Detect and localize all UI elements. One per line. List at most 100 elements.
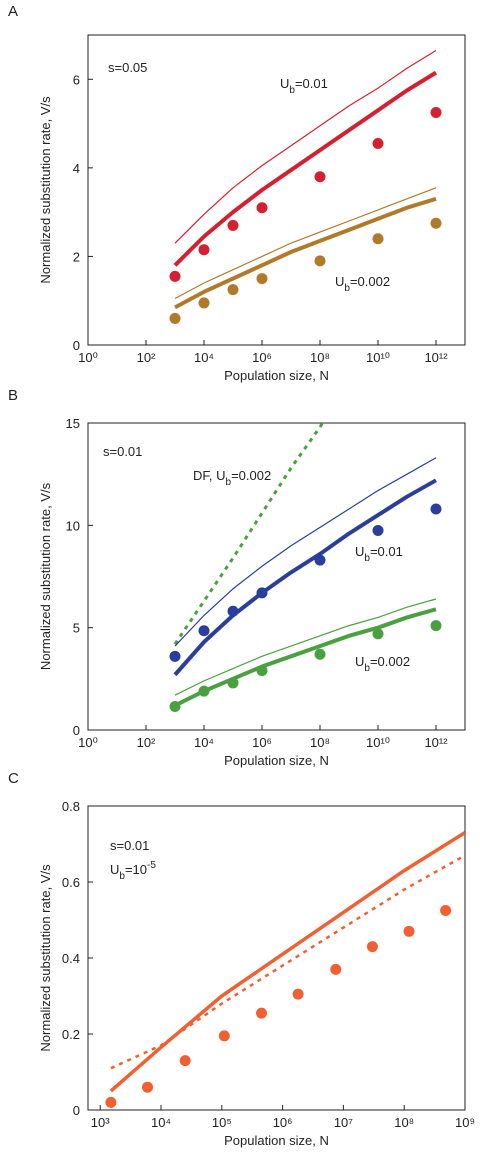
annotation: Ub=0.01: [280, 76, 328, 96]
x-tick-label: 10⁴: [194, 735, 214, 750]
x-tick-label: 10⁵: [212, 1115, 232, 1130]
x-axis-label: Population size, N: [224, 1133, 329, 1148]
annotation-part: s=0.01: [103, 444, 142, 459]
curve: [110, 854, 465, 1070]
x-tick-label: 10⁶: [273, 1115, 293, 1130]
data-point: [218, 1030, 230, 1042]
x-tick-label: 10⁸: [310, 350, 330, 365]
curve: [174, 598, 437, 696]
curve: [174, 607, 437, 708]
y-tick-label: 10: [66, 518, 80, 533]
curve: [174, 187, 437, 300]
data-point: [198, 685, 210, 697]
curve: [174, 457, 437, 647]
x-tick-label: 10⁶: [252, 735, 272, 750]
y-tick-label: 0: [73, 723, 80, 738]
y-axis-label: Normalized substitution rate, V/s: [38, 482, 53, 670]
x-tick-label: 10³: [91, 1115, 110, 1130]
curve: [173, 478, 437, 677]
x-tick-label: 10²: [137, 735, 156, 750]
annotation-part: =10: [125, 862, 147, 877]
x-tick-label: 10⁴: [194, 350, 214, 365]
curve: [173, 70, 438, 267]
annotation: Ub=10-5: [110, 860, 156, 882]
annotation-part: s=0.01: [110, 838, 149, 853]
y-tick-label: 0.2: [62, 1027, 80, 1042]
annotation: Ub=0.002: [335, 274, 390, 294]
data-point: [227, 677, 239, 689]
annotation: s=0.01: [103, 444, 142, 459]
annotation-part: b: [289, 85, 295, 96]
x-tick-label: 10⁴: [151, 1115, 171, 1130]
annotation-part: b: [364, 553, 370, 564]
data-point: [142, 1081, 154, 1093]
annotation: s=0.01: [110, 838, 149, 853]
annotation-part: =0.01: [370, 544, 403, 559]
x-tick-label: 10¹⁰: [366, 350, 390, 365]
y-tick-label: 0: [73, 1103, 80, 1118]
plot-area: [105, 831, 465, 1108]
y-axis-label: Normalized substitution rate, V/s: [38, 864, 53, 1052]
data-point: [198, 297, 210, 309]
annotation-part: b: [364, 663, 370, 674]
annotation-part: s=0.05: [108, 60, 147, 75]
annotation: Ub=0.002: [355, 654, 410, 674]
annotation-part: U: [355, 654, 364, 669]
data-point: [169, 700, 181, 712]
data-point: [198, 244, 210, 256]
data-point: [256, 587, 268, 599]
x-tick-label: 10²: [137, 350, 156, 365]
annotation-part: =0.002: [350, 274, 390, 289]
data-point: [430, 107, 442, 118]
plot-frame: [87, 34, 466, 346]
data-point: [314, 171, 326, 183]
annotation-part: =0.002: [231, 468, 271, 483]
data-point: [169, 312, 181, 324]
data-point: [372, 138, 384, 149]
data-point: [256, 665, 268, 677]
data-point: [256, 1007, 268, 1019]
x-tick-label: 10¹²: [424, 350, 448, 365]
curve: [173, 423, 325, 645]
x-tick-label: 10⁶: [252, 350, 272, 365]
annotation-part: b: [226, 477, 232, 488]
x-tick-label: 10¹²: [424, 735, 448, 750]
x-axis-label: Population size, N: [224, 368, 329, 383]
data-point: [372, 233, 384, 245]
data-point: [372, 628, 384, 640]
data-point: [105, 1096, 117, 1108]
panel-label: B: [8, 387, 18, 404]
data-point: [372, 524, 384, 536]
data-point: [169, 650, 181, 662]
y-tick-label: 5: [73, 621, 80, 636]
data-point: [256, 202, 268, 214]
x-tick-label: 10⁰: [78, 735, 98, 750]
data-point: [314, 255, 326, 267]
data-point: [314, 554, 326, 566]
y-tick-label: 0.6: [62, 875, 80, 890]
x-axis-label: Population size, N: [224, 753, 329, 768]
data-point: [314, 648, 326, 660]
x-tick-label: 10⁹: [455, 1115, 475, 1130]
y-tick-label: 4: [73, 161, 80, 176]
annotation-part: U: [355, 544, 364, 559]
annotation-part: -5: [147, 860, 156, 871]
annotation: Ub=0.01: [355, 544, 403, 564]
x-tick-label: 10⁸: [310, 735, 330, 750]
annotation-part: U: [110, 862, 119, 877]
data-point: [292, 988, 304, 1000]
data-point: [430, 503, 442, 515]
annotation-part: U: [280, 76, 289, 91]
data-point: [179, 1055, 191, 1067]
annotation-part: b: [119, 871, 125, 882]
data-point: [430, 620, 442, 632]
y-tick-label: 2: [73, 249, 80, 264]
data-point: [227, 219, 239, 231]
x-tick-label: 10⁰: [78, 350, 98, 365]
annotation-part: U: [335, 274, 344, 289]
annotation-part: =0.01: [295, 76, 328, 91]
panel-label: A: [8, 3, 18, 20]
data-point: [198, 625, 210, 637]
x-tick-label: 10⁸: [394, 1115, 414, 1130]
